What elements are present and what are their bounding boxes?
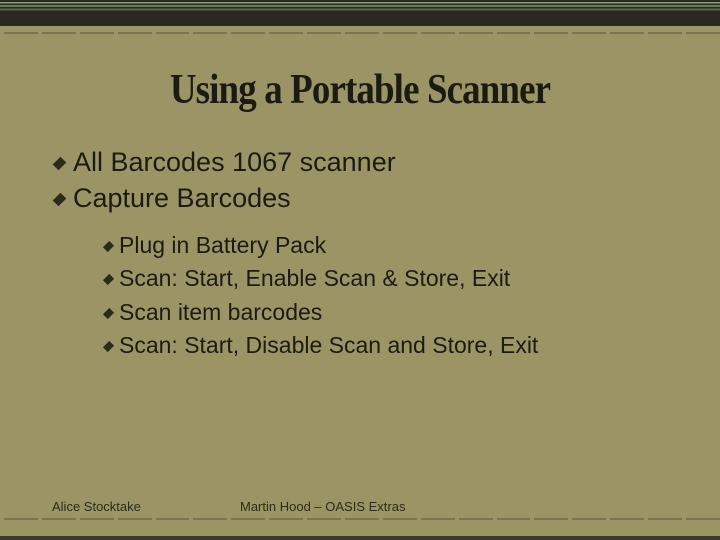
- bullet-l2-text: Scan item barcodes: [119, 299, 322, 325]
- bullet-l1-text: Capture Barcodes: [73, 183, 291, 213]
- footer-right-text: Martin Hood – OASIS Extras: [240, 499, 405, 514]
- diamond-bullet-icon: [103, 274, 114, 285]
- diamond-bullet-icon: [103, 341, 114, 352]
- bullet-l2: Scan: Start, Enable Scan & Store, Exit: [104, 262, 720, 295]
- bullet-l2-text: Scan: Start, Disable Scan and Store, Exi…: [119, 332, 538, 358]
- diamond-bullet-icon: [53, 157, 67, 171]
- bullet-l1: All Barcodes 1067 scanner: [50, 144, 720, 180]
- bottom-border: [0, 536, 720, 540]
- bullet-l2: Scan item barcodes: [104, 296, 720, 329]
- top-dash-row: [0, 26, 720, 40]
- slide-footer: Alice Stocktake Martin Hood – OASIS Extr…: [0, 499, 720, 514]
- diamond-bullet-icon: [53, 193, 67, 207]
- footer-left-text: Alice Stocktake: [0, 499, 240, 514]
- top-decorative-border: [0, 0, 720, 26]
- bullet-l2-text: Plug in Battery Pack: [119, 232, 326, 258]
- bullet-l1-text: All Barcodes 1067 scanner: [73, 147, 396, 177]
- sub-bullet-group: Plug in Battery Pack Scan: Start, Enable…: [50, 229, 720, 362]
- diamond-bullet-icon: [103, 241, 114, 252]
- slide-title: Using a Portable Scanner: [43, 66, 677, 114]
- bullet-l2: Plug in Battery Pack: [104, 229, 720, 262]
- bullet-l1: Capture Barcodes: [50, 180, 720, 216]
- bottom-dash-row: [0, 518, 720, 530]
- bullet-l2: Scan: Start, Disable Scan and Store, Exi…: [104, 329, 720, 362]
- bullet-l2-text: Scan: Start, Enable Scan & Store, Exit: [119, 265, 510, 291]
- diamond-bullet-icon: [103, 307, 114, 318]
- slide-body: All Barcodes 1067 scanner Capture Barcod…: [0, 144, 720, 362]
